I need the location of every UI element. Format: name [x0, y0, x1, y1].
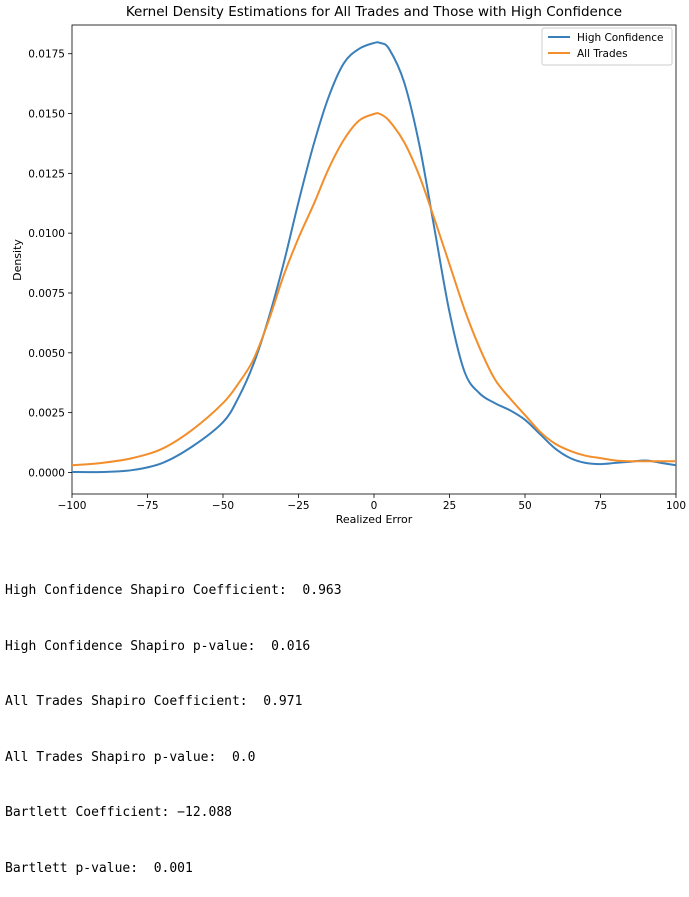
- y-tick-label: 0.0075: [28, 288, 65, 300]
- y-tick-label: 0.0000: [28, 467, 65, 479]
- stat-line: All Trades Shapiro Coefficient: 0.971: [5, 694, 303, 709]
- y-tick-label: 0.0175: [28, 49, 65, 61]
- y-axis-label: Density: [11, 239, 24, 281]
- x-tick-label: 75: [594, 500, 607, 512]
- stat-line: Bartlett Coefficient: −12.088: [5, 805, 232, 820]
- kde-chart: Kernel Density Estimations for All Trade…: [11, 4, 686, 526]
- x-tick-label: 0: [371, 500, 378, 512]
- statistics-output: High Confidence Shapiro Coefficient: 0.9…: [5, 545, 342, 897]
- stat-line: All Trades Shapiro p-value: 0.0: [5, 749, 256, 765]
- x-tick-label: −75: [136, 500, 158, 512]
- y-tick-label: 0.0150: [28, 109, 65, 121]
- stat-line: High Confidence Shapiro p-value: 0.016: [5, 638, 311, 654]
- stat-line: High Confidence Shapiro Coefficient: 0.9…: [5, 583, 342, 598]
- legend-label-all-trades: All Trades: [577, 48, 628, 60]
- y-axis-ticks: 0.0000 0.0025 0.0050 0.0075 0.0100 0.0125 0.01…: [28, 49, 72, 479]
- x-axis-ticks: −100 −75 −50 −25 0 25 50 75 100: [58, 494, 686, 512]
- x-tick-label: 25: [443, 500, 456, 512]
- x-tick-label: −100: [58, 500, 87, 512]
- legend-box: [541, 27, 673, 66]
- legend-label-high-confidence: High Confidence: [577, 32, 664, 44]
- series-line-all-trades: [71, 112, 676, 467]
- chart-title: Kernel Density Estimations for All Trade…: [126, 4, 622, 20]
- y-tick-label: 0.0100: [28, 228, 65, 240]
- stat-line: Bartlett p-value: 0.001: [5, 860, 193, 876]
- series-line-high-confidence: [71, 41, 677, 474]
- y-tick-label: 0.0025: [28, 408, 65, 420]
- x-tick-label: 50: [518, 500, 531, 512]
- y-tick-label: 0.0125: [28, 168, 65, 180]
- plot-frame: [71, 24, 677, 495]
- x-axis-label: Realized Error: [336, 513, 413, 526]
- legend: High Confidence All Trades: [541, 27, 673, 66]
- y-tick-label: 0.0050: [28, 348, 65, 360]
- x-tick-label: −50: [212, 500, 234, 512]
- x-tick-label: −25: [287, 500, 309, 512]
- x-tick-label: 100: [666, 500, 686, 512]
- curves-layer: [71, 41, 677, 474]
